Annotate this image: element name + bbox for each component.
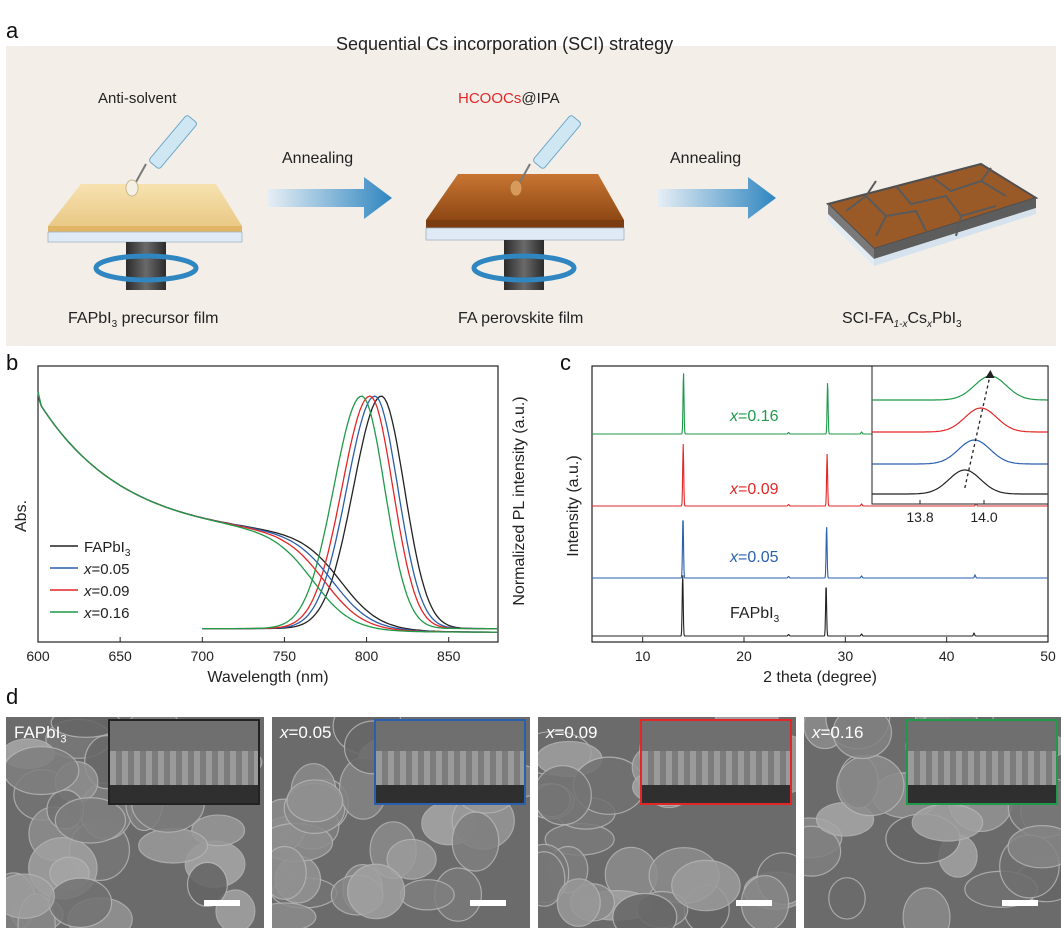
peak-shift-arrowhead — [985, 370, 995, 378]
film3-sub3: 3 — [956, 319, 962, 331]
precursor-film-caption: FAPbI3 precursor film — [68, 310, 219, 330]
scheme-panel: Sequential Cs incorporation (SCI) strate… — [6, 34, 1056, 346]
chart-c-ylabel: Intensity (a.u.) — [565, 455, 582, 556]
sem-image-x009: x=0.09 — [538, 717, 796, 928]
cross-section-inset — [108, 719, 260, 805]
pl-curve-x016 — [202, 395, 498, 630]
chart-c: 10 20 30 40 50 2 theta (degree) Intensity (a.u… — [565, 365, 1056, 686]
annealing-label-2: Annealing — [670, 150, 742, 167]
sem-label-x009: x=0.09 — [546, 723, 598, 742]
peak-shift-arrow — [964, 373, 992, 489]
xrd-inset-frame — [871, 365, 1049, 505]
chart-b-xtick-label: 700 — [191, 648, 215, 664]
chart-c-xtick-label: 10 — [635, 648, 651, 664]
inset-xtick-label: 14.0 — [970, 509, 997, 525]
chart-b-ylabel-right: Normalized PL intensity (a.u.) — [511, 396, 528, 605]
scale-bar — [736, 900, 772, 906]
cross-section-inset — [906, 719, 1058, 805]
legend-label-x016: x=0.16 — [83, 605, 129, 622]
panel-letter-c: c — [560, 350, 571, 375]
film1-text: FAPbI — [68, 310, 112, 327]
sem-label-x005: x=0.05 — [280, 723, 332, 742]
film3-text-a: SCI-FA — [842, 310, 894, 327]
legend-label-x009: x=0.09 — [83, 583, 129, 600]
inset-xtick-label: 13.8 — [906, 509, 933, 525]
chart-c-xtick-label: 40 — [939, 648, 955, 664]
inset-curve-x016 — [872, 375, 1048, 401]
chart-c-plot: 10 20 30 40 50 2 theta (degree) Intensity (a.u… — [565, 365, 1056, 686]
chart-b-xlabel: Wavelength (nm) — [207, 669, 328, 686]
xrd-label-x005: x=0.05 — [729, 549, 779, 566]
chart-b-xtick-label: 800 — [355, 648, 379, 664]
film1-text-b: precursor film — [117, 310, 219, 327]
sci-film-caption: SCI-FA1-xCsxPbI3 — [842, 310, 962, 330]
chart-c-xtick-label: 30 — [838, 648, 854, 664]
sem-image-fapbi3: FAPbI3 — [6, 717, 264, 928]
xrd-curve-x005 — [592, 520, 1048, 579]
chart-b-xtick-label: 850 — [437, 648, 461, 664]
chart-b-xtick-label: 600 — [26, 648, 50, 664]
legend-label-x005: x=0.05 — [83, 561, 129, 578]
xrd-label-fapbi3: FAPbI3 — [730, 605, 780, 625]
chart-b-plot: 600 650 700 750 800 850 Wavelength (nm) Abs. Nor… — [13, 365, 528, 686]
xrd-curve-x009 — [592, 443, 1048, 507]
cross-section-inset — [640, 719, 792, 805]
anti-solvent-label: Anti-solvent — [98, 90, 177, 107]
scale-bar — [1002, 900, 1038, 906]
xrd-label-x009: x=0.09 — [729, 481, 779, 498]
hcoocs-red-text: HCOOCs — [458, 90, 522, 107]
chart-b-xtick-label: 750 — [273, 648, 297, 664]
film3-text-b: Cs — [907, 310, 928, 327]
syringe-icon — [125, 115, 197, 197]
scale-bar — [470, 900, 506, 906]
inset-curve-x009 — [872, 407, 1048, 433]
panel-letter-a: a — [6, 18, 19, 43]
chart-c-xtick-label: 20 — [736, 648, 752, 664]
precursor-film-stack — [47, 184, 243, 290]
sci-film-stack — [826, 162, 1039, 266]
annealing-label-1: Annealing — [282, 150, 354, 167]
chart-c-xtick-label: 50 — [1040, 648, 1056, 664]
panel-letter-b: b — [6, 350, 19, 375]
chart-b-frame — [37, 365, 499, 643]
scheme-title: Sequential Cs incorporation (SCI) strate… — [336, 34, 674, 54]
perovskite-film-stack — [425, 174, 625, 290]
sem-label-x016: x=0.16 — [812, 723, 864, 742]
xrd-curve-fapbi3 — [592, 575, 1048, 637]
scheme-drawing — [47, 115, 1039, 290]
panel-letter-d: d — [6, 684, 19, 709]
cross-section-inset — [374, 719, 526, 805]
sem-grains — [6, 717, 263, 928]
sem-image-x005: x=0.05 — [272, 717, 530, 928]
film1-sub: 3 — [111, 319, 118, 331]
annealing-arrow-2 — [658, 177, 776, 219]
abs-curve-x016 — [37, 391, 498, 633]
film3-sub1: 1-x — [893, 319, 908, 331]
sem-label-fapbi3: FAPbI3 — [14, 723, 67, 746]
film3-sub2: x — [927, 319, 933, 331]
xrd-label-x016: x=0.16 — [729, 408, 779, 425]
sem-image-x016: x=0.16 — [804, 717, 1061, 928]
chart-c-xlabel: 2 theta (degree) — [763, 669, 877, 686]
chart-b: 600 650 700 750 800 850 Wavelength (nm) Abs. Nor… — [13, 365, 528, 686]
annealing-arrow-1 — [268, 177, 392, 219]
hcoocs-ipa-text: @IPA — [521, 90, 560, 107]
inset-curve-fapbi3 — [872, 469, 1048, 495]
inset-curve-x005 — [872, 439, 1048, 465]
film3-text-c: PbI — [932, 310, 957, 327]
scale-bar — [204, 900, 240, 906]
hcoocs-label: HCOOCs@IPA — [458, 90, 560, 107]
chart-b-ylabel-left: Abs. — [13, 500, 30, 532]
legend-label-fapbi3: FAPbI3 — [84, 539, 131, 559]
perovskite-film-caption: FA perovskite film — [458, 310, 584, 327]
chart-b-xtick-label: 650 — [108, 648, 132, 664]
syringe-icon-2 — [509, 115, 581, 197]
